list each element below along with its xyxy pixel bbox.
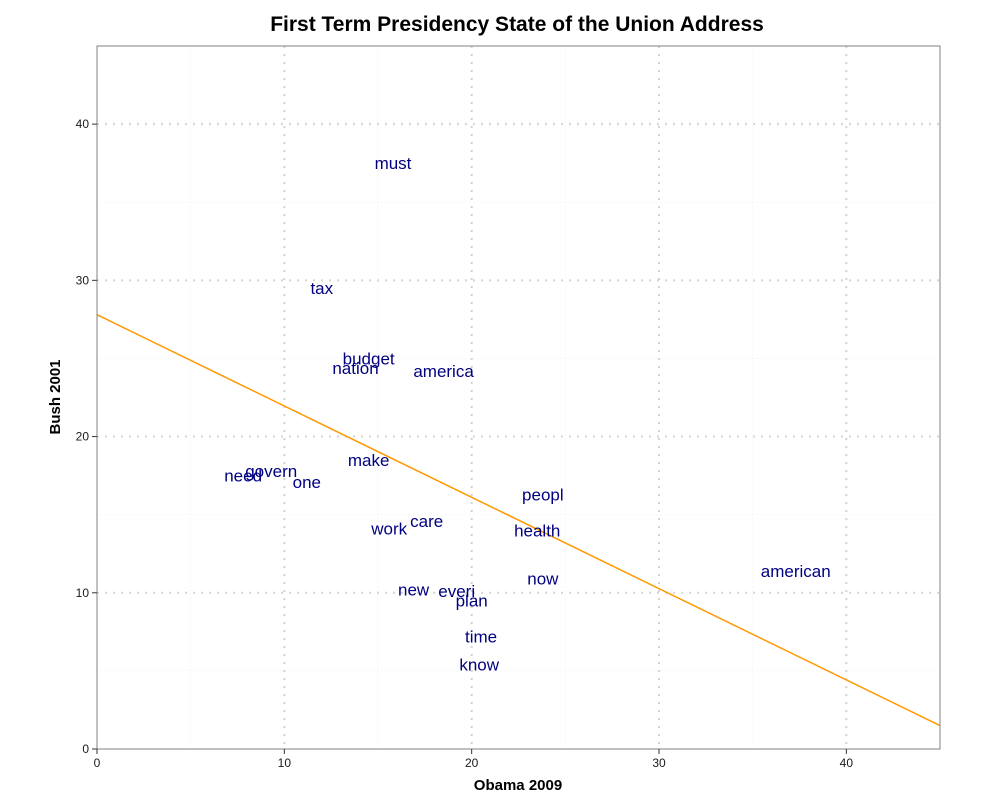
- minor-grid: [97, 46, 940, 749]
- y-tick-label: 10: [76, 586, 90, 600]
- y-tick-label: 40: [76, 117, 90, 131]
- word-point: budget: [343, 349, 395, 368]
- word-point: tax: [310, 279, 333, 298]
- y-tick-label: 30: [76, 273, 90, 287]
- regression-line: [96, 314, 941, 727]
- x-tick-label: 0: [94, 756, 101, 770]
- word-point: nation: [332, 359, 378, 378]
- plot-panel-border: [96, 45, 941, 750]
- word-point: know: [459, 656, 499, 675]
- word-point: care: [410, 512, 443, 531]
- word-point: american: [761, 562, 831, 581]
- y-axis-title: Bush 2001: [47, 359, 64, 434]
- word-point: america: [413, 362, 474, 381]
- word-point: plan: [456, 592, 488, 611]
- word-point: health: [514, 521, 560, 540]
- x-tick-label: 30: [652, 756, 666, 770]
- word-point: need: [224, 467, 262, 486]
- x-axis-ticks: 0 10 20 30 40: [94, 749, 854, 770]
- word-point: govern: [245, 462, 297, 481]
- word-point: one: [293, 473, 321, 492]
- chart-title: First Term Presidency State of the Union…: [270, 13, 764, 36]
- word-point: new: [398, 581, 430, 600]
- word-point: must: [375, 154, 412, 173]
- x-tick-label: 40: [840, 756, 854, 770]
- word-point: peopl: [522, 485, 564, 504]
- x-tick-label: 10: [278, 756, 292, 770]
- word-point: make: [348, 451, 390, 470]
- word-point: time: [465, 628, 497, 647]
- major-grid: [97, 46, 940, 749]
- word-point: now: [527, 570, 559, 589]
- y-tick-label: 20: [76, 430, 90, 444]
- x-tick-label: 20: [465, 756, 479, 770]
- y-axis-ticks: 0 10 20 30 40: [76, 117, 97, 756]
- y-tick-label: 0: [82, 742, 89, 756]
- x-axis-title: Obama 2009: [474, 777, 562, 794]
- word-point: everi: [438, 582, 475, 601]
- word-point: work: [370, 520, 407, 539]
